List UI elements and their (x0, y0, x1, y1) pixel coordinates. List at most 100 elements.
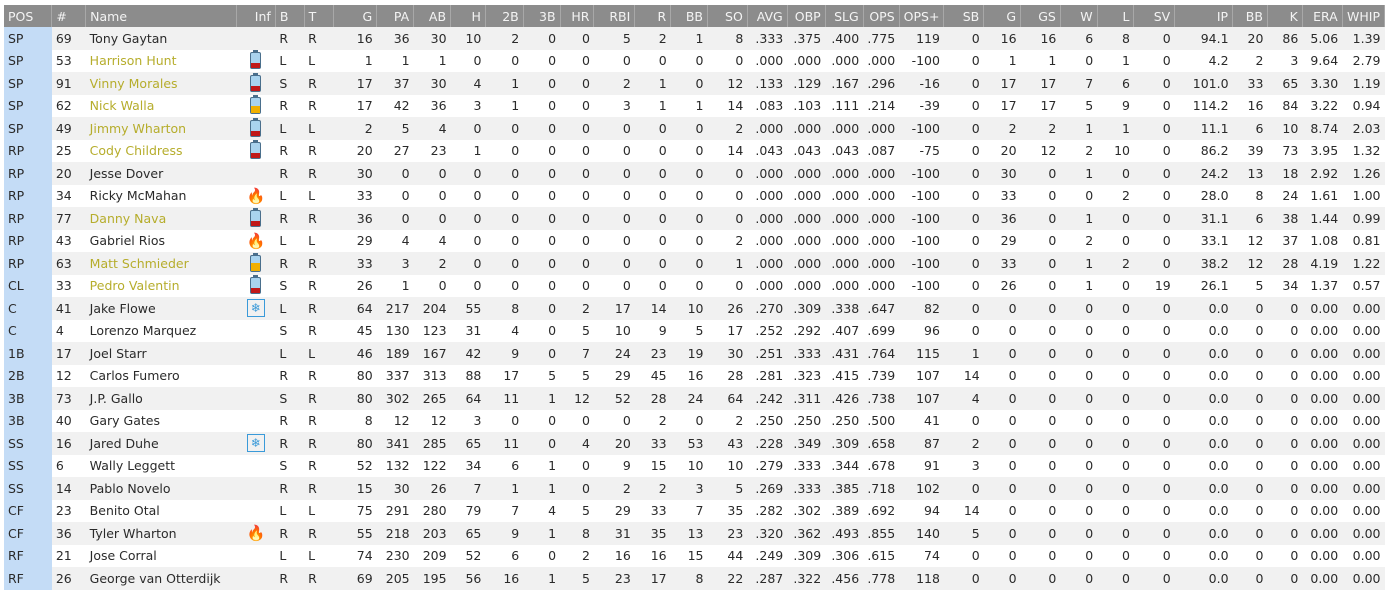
column-header-pa-7[interactable]: PA (376, 5, 415, 27)
cell-era-31: 0.00 (1302, 342, 1343, 365)
column-header-b-4[interactable]: B (275, 5, 305, 27)
cell-name-2[interactable]: Carlos Fumero (85, 364, 237, 387)
column-header-l-26[interactable]: L (1097, 5, 1135, 27)
column-header-h-9[interactable]: H (450, 5, 486, 27)
column-header-inf-3[interactable]: Inf (236, 5, 276, 27)
cell-g-23: 0 (983, 364, 1021, 387)
column-header-hr-12[interactable]: HR (560, 5, 595, 27)
column-header-ops-20[interactable]: OPS (863, 5, 900, 27)
player-row[interactable]: SS 6 Wally Leggett S R 52 132 122 34 6 1 0 9 15 10 10.2… (4, 454, 1385, 477)
cell-name-2[interactable]: Pedro Valentin (85, 274, 237, 297)
column-header-bb-15[interactable]: BB (670, 5, 708, 27)
column-header-2b-10[interactable]: 2B (485, 5, 524, 27)
cell-name-2[interactable]: Harrison Hunt (85, 49, 237, 72)
cell-3b-11: 0 (523, 229, 561, 252)
column-header-g-23[interactable]: G (983, 5, 1022, 27)
info-cell: 🔥 (236, 522, 276, 545)
cell-name-2[interactable]: Danny Nava (85, 207, 237, 230)
column-header-so-16[interactable]: SO (707, 5, 748, 27)
player-row[interactable]: SS 14 Pablo Novelo R R 15 30 26 7 1 1 0 2 2 3 5.269.333… (4, 477, 1385, 500)
column-header-ip-28[interactable]: IP (1174, 5, 1234, 27)
column-header-ops-21[interactable]: OPS+ (899, 5, 945, 27)
cell-name-2[interactable]: Ricky McMahan (85, 184, 237, 207)
cell-name-2[interactable]: Cody Childress (85, 139, 237, 162)
cell-name-2[interactable]: Gary Gates (85, 409, 237, 432)
column-header--1[interactable]: # (51, 5, 87, 27)
column-header-sv-27[interactable]: SV (1133, 5, 1176, 27)
column-header-pos-0[interactable]: POS (4, 5, 53, 27)
cell-h-9: 7 (450, 477, 486, 500)
cell-ops-20: .000 (863, 162, 900, 185)
player-row[interactable]: SS 16 Jared Duhe ❄ R R 80 341 285 65 11 0 4 20 33 53 43.… (4, 432, 1385, 455)
cell-bb-15: 0 (670, 207, 708, 230)
cell-name-2[interactable]: Joel Starr (85, 342, 237, 365)
cell-name-2[interactable]: Jake Flowe (85, 297, 237, 320)
player-row[interactable]: 3B 40 Gary Gates R R 8 12 12 3 0 0 0 0 2 0 2.250.250.25… (4, 409, 1385, 432)
column-header-avg-17[interactable]: AVG (747, 5, 788, 27)
cell-bb-29: 8 (1232, 184, 1268, 207)
player-row[interactable]: C 4 Lorenzo Marquez S R 45 130 123 31 4 0 5 10 9 5 17.2… (4, 319, 1385, 342)
player-row[interactable]: RP 20 Jesse Dover R R 30 0 0 0 0 0 0 0 0 0 0.000.000.00… (4, 162, 1385, 185)
cell-g-6: 64 (333, 297, 377, 320)
cell-name-2[interactable]: Benito Otal (85, 499, 237, 522)
player-row[interactable]: SP 62 Nick Walla R R 17 42 36 3 1 0 0 3 1 1 14.083.103.… (4, 94, 1385, 117)
player-row[interactable]: C 41 Jake Flowe ❄ L R 64 217 204 55 8 0 2 17 14 10 26.27… (4, 297, 1385, 320)
player-row[interactable]: 1B 17 Joel Starr L L 46 189 167 42 9 0 7 24 23 19 30.25… (4, 342, 1385, 365)
column-header-3b-11[interactable]: 3B (523, 5, 561, 27)
cell-g-6: 46 (333, 342, 377, 365)
player-row[interactable]: RP 43 Gabriel Rios 🔥 L L 29 4 4 0 0 0 0 0 0 0 2.000.000.… (4, 229, 1385, 252)
column-header-name-2[interactable]: Name (85, 5, 237, 27)
cell-name-2[interactable]: George van Otterdijk (85, 567, 237, 590)
cell-name-2[interactable]: Gabriel Rios (85, 229, 237, 252)
player-row[interactable]: CL 33 Pedro Valentin S R 26 1 0 0 0 0 0 0 0 0 0.000.000… (4, 274, 1385, 297)
column-header-whip-32[interactable]: WHIP (1342, 5, 1385, 27)
cell-name-2[interactable]: Wally Leggett (85, 454, 237, 477)
player-row[interactable]: SP 91 Vinny Morales S R 17 37 30 4 1 0 0 2 1 0 12.133.1… (4, 72, 1385, 95)
column-header-w-25[interactable]: W (1060, 5, 1098, 27)
cell-b-4: L (275, 229, 305, 252)
cell-name-2[interactable]: Vinny Morales (85, 72, 237, 95)
cell-gs-24: 0 (1020, 432, 1061, 455)
cell-pa-7: 1 (376, 274, 414, 297)
cell-name-2[interactable]: Jimmy Wharton (85, 117, 237, 140)
player-row[interactable]: RP 34 Ricky McMahan 🔥 L L 33 0 0 0 0 0 0 0 0 0 0.000.000… (4, 184, 1385, 207)
cell-avg-17: .000 (747, 162, 788, 185)
cell-name-2[interactable]: Jared Duhe (85, 432, 237, 455)
column-header-sb-22[interactable]: SB (943, 5, 985, 27)
player-row[interactable]: SP 49 Jimmy Wharton L L 2 5 4 0 0 0 0 0 0 0 2.000.000.0… (4, 117, 1385, 140)
column-header-gs-24[interactable]: GS (1020, 5, 1061, 27)
player-row[interactable]: SP 69 Tony Gaytan R R 16 36 30 10 2 0 0 5 2 1 8.333.375… (4, 27, 1385, 50)
player-row[interactable]: RP 63 Matt Schmieder R R 33 3 2 0 0 0 0 0 0 0 1.000.000… (4, 252, 1385, 275)
cell-name-2[interactable]: Jose Corral (85, 544, 237, 567)
cell-name-2[interactable]: Matt Schmieder (85, 252, 237, 275)
column-header-bb-29[interactable]: BB (1232, 5, 1268, 27)
cell-name-2[interactable]: Jesse Dover (85, 162, 237, 185)
player-row[interactable]: CF 23 Benito Otal L L 75 291 280 79 7 4 5 29 33 7 35.28… (4, 499, 1385, 522)
column-header-obp-18[interactable]: OBP (787, 5, 826, 27)
player-row[interactable]: RF 21 Jose Corral L L 74 230 209 52 6 0 2 16 16 15 44.2… (4, 544, 1385, 567)
player-row[interactable]: RF 26 George van Otterdijk R R 69 205 195 56 16 1 5… (4, 567, 1385, 590)
cell-era-31: 0.00 (1302, 364, 1343, 387)
column-header-t-5[interactable]: T (304, 5, 335, 27)
cell-name-2[interactable]: Pablo Novelo (85, 477, 237, 500)
cell-name-2[interactable]: Tyler Wharton (85, 522, 237, 545)
column-header-era-31[interactable]: ERA (1302, 5, 1343, 27)
player-row[interactable]: 2B 12 Carlos Fumero R R 80 337 313 88 17 5 5 29 45 16 2… (4, 364, 1385, 387)
cell-name-2[interactable]: Nick Walla (85, 94, 237, 117)
column-header-g-6[interactable]: G (333, 5, 378, 27)
player-row[interactable]: SP 53 Harrison Hunt L L 1 1 1 0 0 0 0 0 0 0 0.000.000.0… (4, 49, 1385, 72)
player-row[interactable]: RP 77 Danny Nava R R 36 0 0 0 0 0 0 0 0 0 0.000.000.000… (4, 207, 1385, 230)
cell-name-2[interactable]: Lorenzo Marquez (85, 319, 237, 342)
cell-ip-28: 114.2 (1174, 94, 1233, 117)
player-row[interactable]: RP 25 Cody Childress R R 20 27 23 1 0 0 0 0 0 0 14.043.… (4, 139, 1385, 162)
player-row[interactable]: 3B 73 J.P. Gallo S R 80 302 265 64 11 1 12 52 28 24 64.… (4, 387, 1385, 410)
column-header-rbi-13[interactable]: RBI (593, 5, 636, 27)
cell-name-2[interactable]: J.P. Gallo (85, 387, 237, 410)
column-header-slg-19[interactable]: SLG (825, 5, 864, 27)
column-header-ab-8[interactable]: AB (413, 5, 452, 27)
column-header-r-14[interactable]: R (634, 5, 672, 27)
column-header-k-30[interactable]: K (1267, 5, 1303, 27)
cell-so-16: 2 (707, 117, 748, 140)
player-row[interactable]: CF 36 Tyler Wharton 🔥 R R 55 218 203 65 9 1 8 31 35 13 2… (4, 522, 1385, 545)
cell-name-2[interactable]: Tony Gaytan (85, 27, 237, 50)
